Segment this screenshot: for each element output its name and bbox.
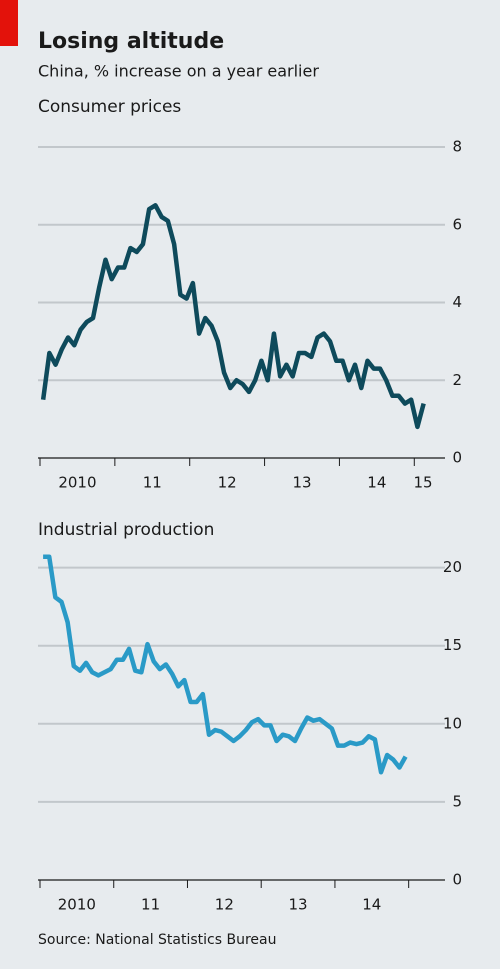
data-line <box>43 554 408 775</box>
y-tick-label: 8 <box>452 138 462 156</box>
red-tab <box>0 0 18 46</box>
subtitle: China, % increase on a year earlier <box>38 62 319 81</box>
x-tick-label: 11 <box>141 896 160 914</box>
x-tick-label: 12 <box>218 474 237 492</box>
y-tick-label: 0 <box>452 871 462 889</box>
x-tick-label: 14 <box>367 474 386 492</box>
x-tick-label: 2010 <box>58 896 96 914</box>
y-tick-label: 10 <box>443 714 462 732</box>
x-tick-label: 2010 <box>58 474 96 492</box>
y-tick-label: 6 <box>452 215 462 233</box>
x-tick-label: 11 <box>143 474 162 492</box>
y-tick-label: 20 <box>443 558 462 576</box>
panel-title: Consumer prices <box>38 97 181 117</box>
x-tick-label: 15 <box>413 474 432 492</box>
data-line <box>40 203 426 430</box>
source: Source: National Statistics Bureau <box>38 932 276 948</box>
y-tick-label: 2 <box>452 371 462 389</box>
title: Losing altitude <box>38 29 224 54</box>
y-tick-label: 0 <box>452 449 462 467</box>
x-tick-label: 12 <box>215 896 234 914</box>
y-tick-label: 5 <box>452 792 462 810</box>
x-tick-label: 14 <box>362 896 381 914</box>
x-tick-label: 13 <box>292 474 311 492</box>
panel-title: Industrial production <box>38 520 214 540</box>
x-tick-label: 13 <box>289 896 308 914</box>
y-tick-label: 15 <box>443 636 462 654</box>
y-tick-label: 4 <box>452 293 462 311</box>
